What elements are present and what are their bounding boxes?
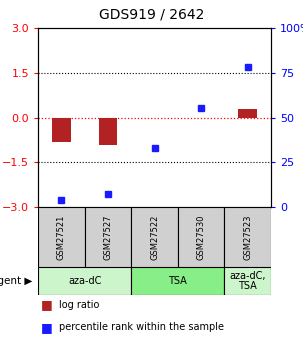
- Text: ■: ■: [41, 321, 53, 334]
- Bar: [238, 109, 257, 118]
- Text: ■: ■: [41, 298, 53, 312]
- Bar: [52, 118, 71, 142]
- Text: GSM27530: GSM27530: [197, 214, 206, 260]
- Bar: [225, 207, 271, 267]
- Text: GSM27521: GSM27521: [57, 214, 66, 260]
- Bar: [38, 207, 85, 267]
- Text: GDS919 / 2642: GDS919 / 2642: [99, 7, 204, 21]
- Bar: [98, 118, 117, 145]
- Text: GSM27523: GSM27523: [243, 214, 252, 260]
- Bar: [131, 207, 178, 267]
- Text: GSM27527: GSM27527: [103, 214, 112, 260]
- Text: aza-dC,
TSA: aza-dC, TSA: [229, 270, 266, 292]
- Bar: [225, 267, 271, 295]
- Bar: [85, 207, 131, 267]
- Text: agent ▶: agent ▶: [0, 276, 32, 286]
- Bar: [38, 267, 131, 295]
- Text: GSM27522: GSM27522: [150, 214, 159, 260]
- Text: percentile rank within the sample: percentile rank within the sample: [59, 323, 224, 333]
- Bar: [178, 207, 225, 267]
- Text: log ratio: log ratio: [59, 300, 100, 310]
- Text: TSA: TSA: [168, 276, 187, 286]
- Bar: [131, 267, 225, 295]
- Text: aza-dC: aza-dC: [68, 276, 101, 286]
